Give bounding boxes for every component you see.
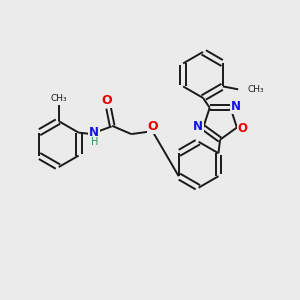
Text: O: O (102, 94, 112, 107)
Text: CH₃: CH₃ (247, 85, 264, 94)
Text: N: N (89, 126, 99, 139)
Text: H: H (91, 137, 98, 147)
Text: N: N (231, 100, 241, 113)
Text: O: O (148, 120, 158, 133)
Text: N: N (193, 120, 203, 133)
Text: CH₃: CH₃ (50, 94, 67, 103)
Text: O: O (238, 122, 248, 135)
